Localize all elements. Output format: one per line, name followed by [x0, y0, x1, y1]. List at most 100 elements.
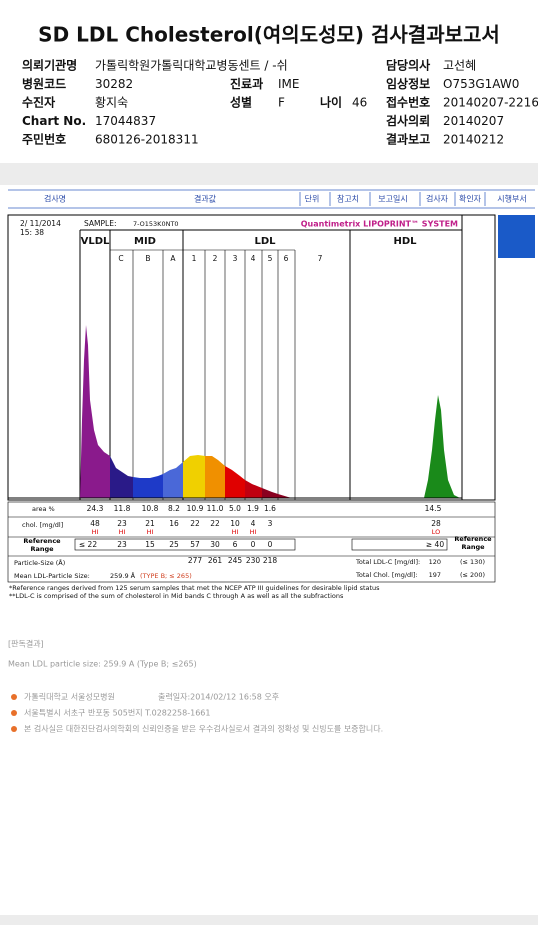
mean-value: 259.9 Å: [110, 571, 136, 580]
blue-block: [498, 215, 535, 258]
column-header: 보고일시: [378, 195, 407, 204]
area-value: 24.3: [87, 504, 104, 513]
particle-value: 230: [246, 556, 261, 565]
chol-hdl-flag: LO: [432, 528, 441, 536]
row-label: Reference Range: [23, 537, 61, 553]
row-label: Reference Range: [454, 535, 492, 551]
info-label: 접수번호: [386, 95, 430, 110]
info-label: 수진자: [22, 95, 55, 110]
area-value: 10.8: [142, 504, 159, 513]
subband-label: 1: [192, 254, 197, 263]
interpretation-text: Mean LDL particle size: 259.9 A (Type B;…: [8, 660, 197, 669]
info-label: 진료과: [230, 76, 263, 91]
column-header: 검사자: [426, 194, 449, 204]
area-value: 1.6: [264, 504, 276, 513]
info-value: F: [278, 96, 285, 110]
time: 15: 38: [20, 228, 44, 237]
reference-value: 0: [268, 540, 273, 549]
chol-flag: HI: [232, 528, 239, 536]
chart-frame: [461, 214, 496, 501]
total-label: Total Chol. [mg/dl]:: [355, 571, 418, 579]
info-label: Chart No.: [22, 114, 86, 128]
printed-date: 출력일자:2014/02/12 16:58 오후: [158, 692, 279, 702]
column-header: 결과값: [194, 194, 217, 204]
chol-value: 3: [268, 519, 273, 528]
subband-label: 3: [233, 254, 238, 263]
chol-value: 48: [90, 519, 100, 528]
hospital: 가톨릭대학교 서울성모병원: [24, 692, 115, 702]
subband-label: 7: [318, 254, 323, 263]
subband-label: 6: [284, 254, 289, 263]
chol-hdl: 28: [431, 519, 441, 528]
total-value: 197: [429, 571, 441, 579]
info-value: 46: [352, 96, 367, 110]
particle-value: 277: [188, 556, 203, 565]
chol-value: 22: [210, 519, 220, 528]
info-value: 20140212: [443, 133, 504, 147]
row-label: Particle-Size (Å): [14, 558, 65, 567]
column-header: 단위: [305, 194, 320, 204]
info-value: 고선혜: [443, 59, 476, 73]
reference-value: 30: [210, 540, 220, 549]
info-label: 담당의사: [386, 58, 430, 73]
reference-value: 23: [117, 540, 127, 549]
title: SD LDL Cholesterol(여의도성모) 검사결과보고서: [38, 23, 500, 47]
chol-value: 10: [230, 519, 240, 528]
area-value: 8.2: [168, 504, 180, 513]
mean-label: Mean LDL-Particle Size:: [14, 572, 90, 580]
info-value: 20140207-22169: [443, 96, 538, 110]
chol-flag: HI: [92, 528, 99, 536]
note: *Reference ranges derived from 125 serum…: [9, 584, 380, 592]
band-label: VLDL: [81, 236, 110, 247]
band-label: LDL: [254, 236, 276, 247]
mean-type: (TYPE B; ≤ 265): [140, 572, 192, 580]
info-value: 17044837: [95, 114, 156, 128]
total-range: (≤ 130): [460, 558, 485, 566]
info-label: 주민번호: [22, 132, 66, 147]
interpretation-heading: [판독결과]: [8, 639, 44, 649]
column-header: 검사명: [44, 194, 66, 204]
row-label-box: Reference Range: [454, 535, 492, 551]
info-label: 의뢰기관명: [22, 58, 77, 73]
total-value: 120: [429, 558, 441, 566]
chol-flag: HI: [147, 528, 154, 536]
area-value: 11.0: [207, 504, 224, 513]
chol-flag: HI: [250, 528, 257, 536]
address: 서울특별시 서초구 반포동 505번지 T.0282258-1661: [24, 708, 210, 718]
info-label: 임상정보: [386, 76, 430, 91]
info-value: O753G1AW0: [443, 77, 519, 91]
info-label: 병원코드: [22, 76, 66, 91]
reference-hdl: ≥ 40: [426, 540, 444, 549]
subband-label: 2: [213, 254, 218, 263]
reference-value: 15: [145, 540, 155, 549]
chol-value: 22: [190, 519, 200, 528]
reference-value: 6: [233, 540, 238, 549]
row-label: chol. [mg/dl]: [22, 521, 63, 529]
total-range: (≤ 200): [460, 571, 485, 579]
subband-label: C: [118, 254, 123, 263]
info-value: 황지숙: [95, 96, 128, 110]
column-header: 참고치: [337, 194, 359, 204]
reference-value: 0: [251, 540, 256, 549]
info-value: 가톨릭학원가톨릭대학교병동센트 / -쉬: [95, 59, 288, 73]
note: **LDL-C is comprised of the sum of chole…: [9, 592, 344, 600]
subband-label: 4: [251, 254, 256, 263]
subband-label: B: [145, 254, 150, 263]
sample-label: SAMPLE:: [84, 219, 116, 228]
column-header: 시행부서: [497, 194, 526, 204]
particle-value: 245: [228, 556, 243, 565]
subband-label: 5: [268, 254, 273, 263]
info-label: 결과보고: [386, 132, 430, 147]
footer-band: [0, 915, 538, 925]
bullets: [11, 694, 17, 732]
reference-value: ≤ 22: [79, 540, 97, 549]
certification: 본 검사실은 대한진단검사의학회의 신뢰인증을 받은 우수검사실로서 결과의 정…: [24, 724, 383, 734]
date: 2/ 11/2014: [20, 219, 61, 228]
band-label: HDL: [393, 236, 417, 247]
subband-label: A: [170, 254, 176, 263]
particle-value: 261: [208, 556, 223, 565]
row-label-box: Reference Range: [23, 537, 61, 553]
table-frame: [7, 501, 496, 583]
column-header: 확인자: [459, 194, 482, 204]
